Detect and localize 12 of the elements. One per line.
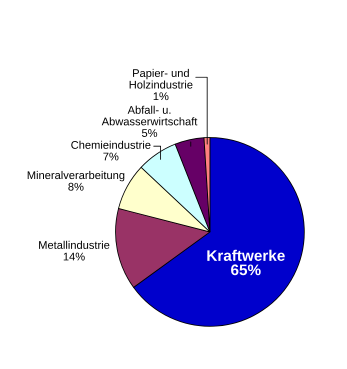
data-label: 14%: [64, 252, 85, 260]
data-label: 7%: [103, 152, 118, 160]
slice-label: Abfall- u. Abwasserwirtschaft: [102, 106, 198, 126]
slice-label: Chemieindustrie: [71, 140, 150, 149]
slice-label: Metallindustrie: [39, 240, 110, 249]
slice-label: Kraftwerke: [207, 250, 285, 261]
data-label: 65%: [231, 264, 261, 276]
data-label: 1%: [154, 92, 168, 100]
slice-label: Mineralverarbeitung: [28, 170, 124, 182]
data-label: 8%: [68, 182, 84, 191]
slice-label: Papier- und Holzindustrie: [130, 68, 192, 89]
data-label: 5%: [142, 129, 158, 137]
